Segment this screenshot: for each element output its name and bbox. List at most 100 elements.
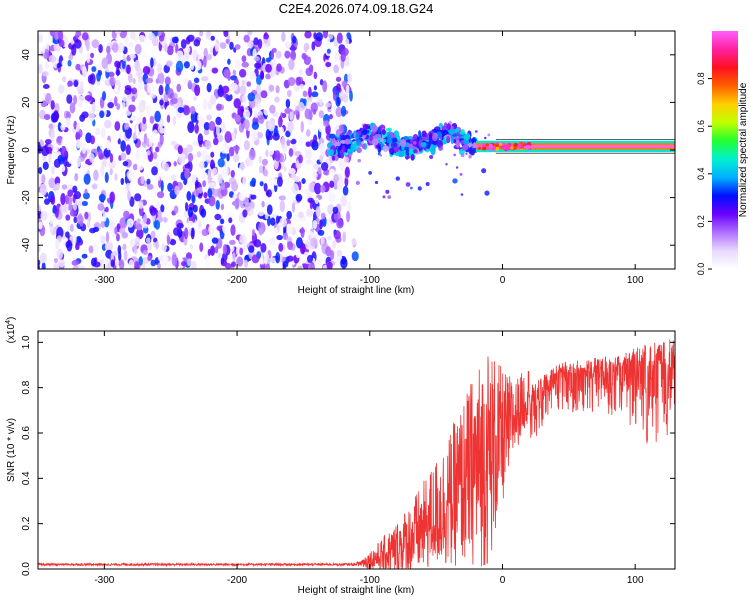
noise-blob [233, 98, 242, 109]
noise-blob [163, 64, 170, 74]
noise-blob [198, 186, 203, 194]
noise-blob [286, 236, 293, 243]
onset-blob [370, 124, 378, 133]
noise-blob [192, 204, 198, 213]
onset-outlier [412, 140, 417, 145]
noise-blob [193, 189, 200, 197]
noise-blob [90, 52, 95, 59]
noise-blob [138, 34, 146, 44]
noise-blob [150, 259, 157, 267]
noise-blob [243, 140, 250, 151]
noise-blob [107, 262, 111, 269]
noise-blob [286, 210, 292, 220]
noise-blob [288, 148, 294, 157]
noise-blob [48, 153, 52, 164]
noise-blob [123, 250, 128, 262]
onset-outlier [355, 180, 360, 186]
stable-band-blob [482, 143, 487, 147]
noise-blob [50, 100, 55, 110]
noise-blob [257, 38, 263, 49]
colorbar-tick-label: 0.4 [696, 168, 706, 181]
snr-y-tick-label: 1.0 [21, 335, 32, 349]
noise-blob [134, 236, 141, 247]
noise-blob [225, 38, 230, 44]
noise-blob [108, 160, 116, 169]
spectrogram-x-tick-label: 100 [627, 275, 644, 286]
onset-blob [340, 152, 345, 159]
onset-outlier [358, 143, 363, 148]
onset-outlier [382, 195, 386, 199]
noise-blob [66, 111, 71, 120]
stable-band-blob [489, 143, 493, 148]
noise-blob [53, 263, 60, 269]
noise-blob [206, 155, 211, 161]
noise-blob [199, 31, 204, 37]
snr-chart: -300 -200 -100 0 100 0.0 0.2 0.4 0.6 0.8 1.0 Heig… [5, 317, 676, 596]
noise-blob [311, 140, 319, 151]
noise-blob [288, 227, 293, 234]
noise-blob [147, 242, 153, 252]
noise-blob [341, 80, 348, 88]
noise-blob [38, 63, 43, 75]
noise-blob [80, 265, 85, 269]
noise-blob [191, 260, 197, 269]
noise-blob [306, 48, 312, 58]
onset-blob [425, 141, 432, 147]
snr-x-ticks: -300 -200 -100 0 100 [94, 331, 644, 586]
noise-blob [212, 67, 218, 74]
noise-blob [231, 181, 239, 192]
noise-blob [215, 124, 220, 137]
noise-blob [210, 151, 215, 158]
noise-blob [283, 165, 287, 172]
noise-blob [102, 211, 107, 222]
noise-blob [273, 243, 278, 252]
noise-blob [227, 58, 231, 65]
onset-blob [361, 143, 367, 150]
noise-blob [313, 71, 318, 80]
noise-blob [129, 196, 135, 207]
noise-blob [68, 158, 73, 164]
noise-blob [234, 198, 240, 210]
snr-frame [37, 330, 676, 570]
noise-blob [73, 94, 78, 105]
stable-band-blob [476, 144, 480, 148]
noise-blob [142, 116, 147, 125]
noise-blob [163, 125, 168, 137]
noise-blob [75, 63, 81, 71]
noise-blob [301, 178, 306, 185]
noise-blob [239, 247, 244, 256]
onset-outlier [390, 152, 394, 156]
noise-blob [290, 50, 297, 61]
noise-blob [241, 61, 249, 68]
noise-blob [197, 228, 202, 234]
noise-blob [91, 66, 97, 72]
noise-blob [332, 90, 337, 101]
noise-blob [313, 134, 318, 143]
noise-blob [128, 104, 136, 113]
colorbar-gradient [712, 31, 738, 269]
noise-blob [98, 193, 106, 202]
noise-blob [331, 46, 339, 53]
noise-blob [292, 35, 297, 44]
onset-outlier [438, 145, 444, 151]
noise-blob [265, 73, 271, 80]
noise-blob [219, 42, 227, 49]
noise-blob [38, 31, 42, 36]
noise-blob [146, 183, 154, 190]
noise-blob [91, 39, 100, 49]
noise-blob [159, 221, 163, 228]
noise-blob [116, 103, 121, 110]
noise-blob [38, 203, 41, 214]
noise-blob [61, 184, 68, 190]
noise-blob [243, 259, 249, 268]
noise-blob [345, 84, 350, 95]
noise-blob [91, 183, 98, 190]
noise-blob [285, 98, 291, 109]
noise-blob [75, 51, 83, 61]
noise-blob [240, 162, 245, 171]
noise-blob [247, 92, 256, 102]
onset-outlier [410, 186, 413, 190]
onset-outlier [387, 195, 392, 199]
noise-blob [178, 154, 186, 165]
noise-blob [291, 202, 296, 213]
